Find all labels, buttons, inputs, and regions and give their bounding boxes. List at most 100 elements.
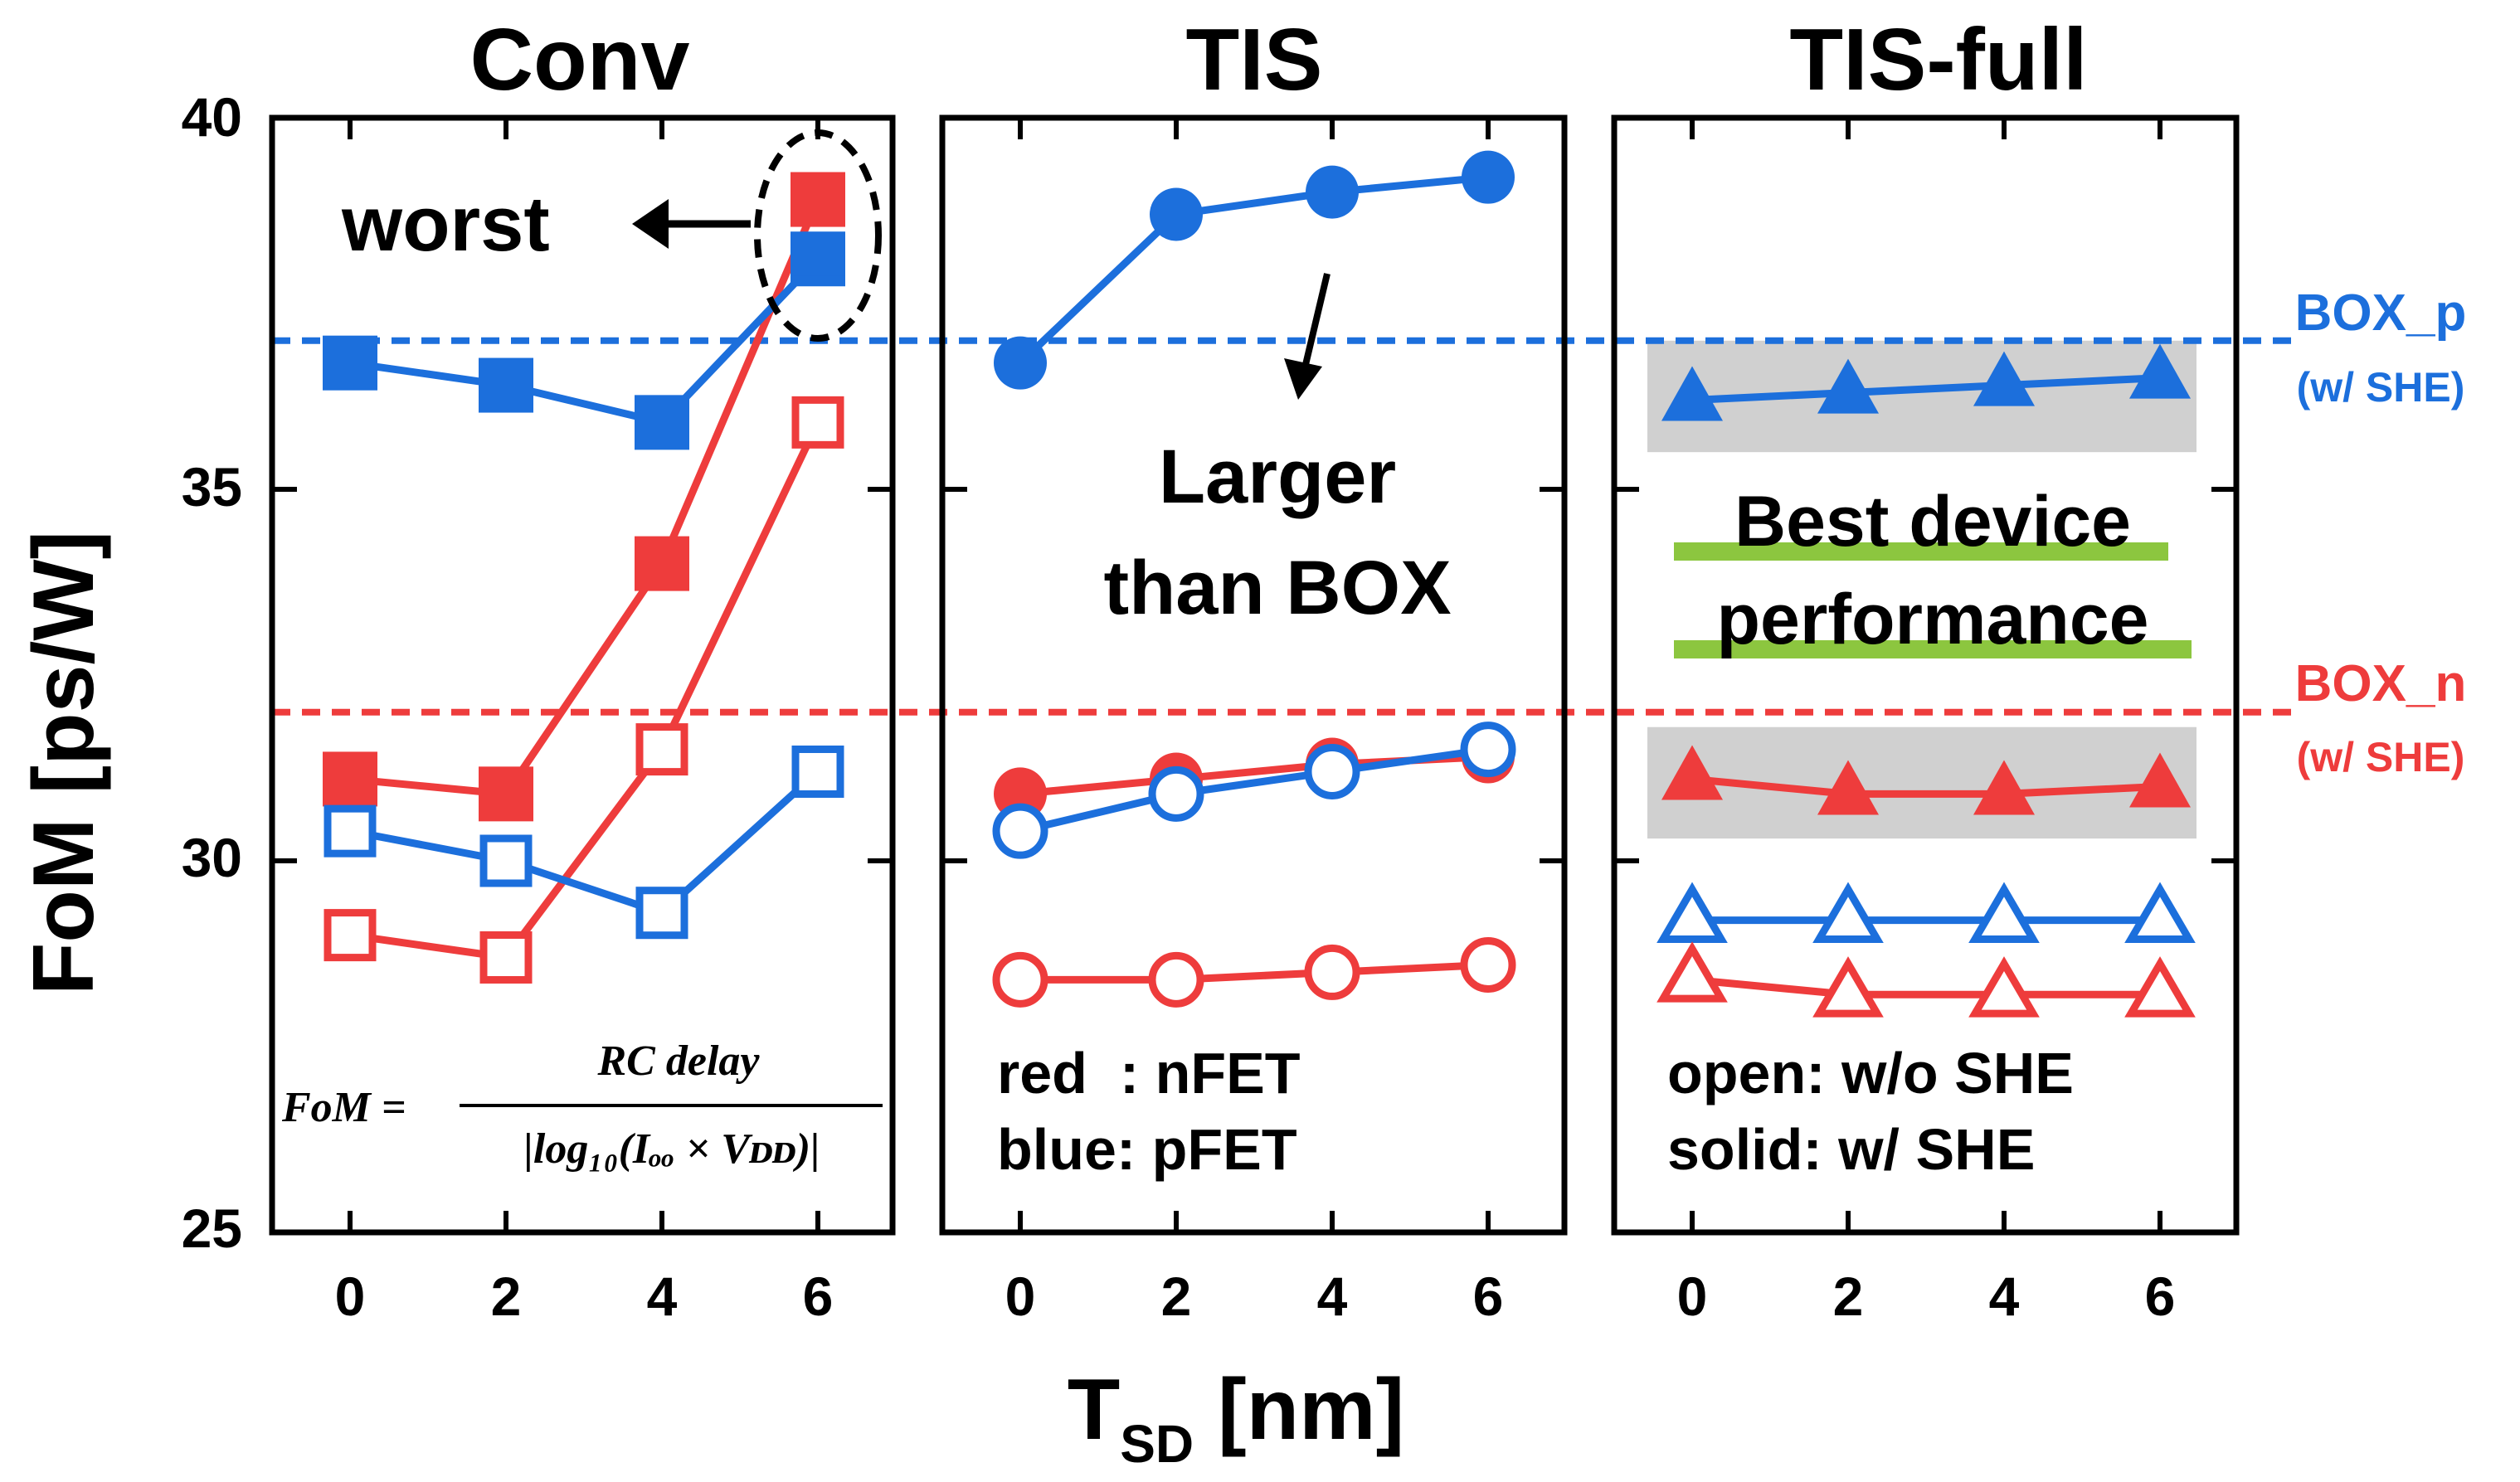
- data-point: [1460, 722, 1516, 778]
- legend-red-nfet: red : nFET: [997, 1041, 1301, 1105]
- series-line: [1020, 960, 1489, 984]
- x-axis-label: TSD [nm]: [1068, 1362, 1405, 1474]
- panel-frame-0: [269, 114, 896, 1236]
- data-point: [1661, 745, 1723, 800]
- box-p-label: BOX_p: [2295, 284, 2467, 342]
- worst-arrowhead: [632, 199, 669, 249]
- legend-solid-marker: solid: w/ SHE: [1667, 1117, 2035, 1182]
- data-point: [324, 909, 377, 962]
- data-point: [324, 804, 377, 858]
- panel-title-tis-full: TIS-full: [1789, 11, 2087, 109]
- box-p-sublabel: (w/ SHE): [2297, 364, 2465, 411]
- series-line: [1017, 173, 1489, 366]
- data-point: [1973, 760, 2035, 815]
- x-tick-label: 0: [1677, 1266, 1708, 1327]
- x-tick-label: 4: [647, 1266, 678, 1327]
- x-axis-label-main: T: [1068, 1362, 1121, 1458]
- data-point: [992, 951, 1048, 1008]
- data-point: [1968, 882, 2040, 943]
- data-point: [1817, 358, 1879, 414]
- series-line: [349, 420, 822, 961]
- x-axis-label-sub: SD: [1120, 1414, 1194, 1474]
- series-line: [1019, 746, 1489, 835]
- reference-lines: [272, 337, 2303, 716]
- data-point: [1306, 165, 1359, 219]
- data-point: [1812, 882, 1884, 943]
- series-pfet-w-she: [994, 150, 1515, 390]
- series-nfet-w-o-she: [324, 396, 844, 984]
- data-point: [2129, 752, 2191, 808]
- series-line: [1691, 374, 2161, 404]
- data-point: [323, 335, 377, 391]
- box-n-label: BOX_n: [2295, 655, 2467, 712]
- data-point: [1973, 351, 2035, 406]
- best-underline-1: [1674, 542, 2168, 561]
- series-nfet-w-she: [1661, 745, 2191, 815]
- series-nfet-w-o-she: [1656, 941, 2196, 1018]
- data-point: [1656, 882, 1728, 943]
- worst-label: worst: [341, 180, 550, 267]
- series-pfet-w-o-she: [992, 722, 1516, 859]
- series-nfet-w-she: [323, 172, 845, 822]
- x-tick-label: 2: [1161, 1266, 1192, 1327]
- data-point: [2124, 956, 2196, 1018]
- data-point: [1462, 150, 1515, 204]
- box-n-sublabel: (w/ SHE): [2297, 734, 2465, 780]
- panel-frames: 0 2 4 6 0 2 4 6 0 2 4 6: [269, 114, 2240, 1327]
- x-axis-label-unit: [nm]: [1194, 1362, 1404, 1458]
- panel-title-conv: Conv: [470, 11, 690, 109]
- data-point: [2124, 882, 2196, 943]
- data-point: [479, 357, 533, 413]
- series-line: [349, 197, 822, 798]
- worst-highlight-ellipse: [754, 129, 882, 342]
- fom-formula: FoM = RC delay |log₁₀(Iₒₒ × Vᴅᴅ)|: [281, 1037, 883, 1173]
- formula-numerator: RC delay: [597, 1037, 761, 1085]
- larger-arrowhead: [1284, 358, 1322, 400]
- y-tick-label: 25: [182, 1198, 242, 1259]
- x-tick-label: 6: [1473, 1266, 1504, 1327]
- data-series: [323, 150, 2196, 1018]
- larger-arrow: [1301, 273, 1331, 372]
- larger-than-box-line1: Larger: [1159, 435, 1396, 519]
- data-point: [1817, 760, 1879, 815]
- series-nfet-w-she: [994, 730, 1515, 821]
- data-point: [994, 336, 1047, 390]
- y-axis-label: FoM [ps/W]: [16, 531, 112, 995]
- panel-frame-1: [939, 114, 1568, 1236]
- data-point: [1304, 743, 1360, 799]
- series-pfet-w-o-she: [324, 745, 844, 940]
- data-point: [1148, 951, 1204, 1008]
- series-pfet-w-she: [1661, 343, 2191, 421]
- data-point: [791, 745, 844, 798]
- data-point: [1656, 941, 1728, 1003]
- data-point: [791, 396, 844, 449]
- x-tick-label: 2: [491, 1266, 522, 1327]
- series-line: [1691, 975, 2160, 999]
- y-tick-label: 35: [182, 456, 242, 517]
- data-point: [1150, 187, 1203, 241]
- x-tick-label: 4: [1989, 1266, 2020, 1327]
- series-line: [349, 256, 821, 426]
- y-tick-label: 30: [182, 827, 242, 888]
- x-tick-label: 2: [1833, 1266, 1864, 1327]
- legend-blue-pfet: blue: pFET: [997, 1117, 1297, 1182]
- best-device-line1: Best device: [1734, 482, 2131, 561]
- series-line: [1691, 775, 2161, 798]
- y-tick-label: 40: [182, 86, 242, 148]
- data-point: [635, 887, 688, 940]
- larger-than-box-line2: than BOX: [1103, 546, 1451, 630]
- data-point: [1304, 944, 1360, 1000]
- data-point: [479, 766, 533, 822]
- worst-marker-top: [791, 172, 845, 200]
- series-nfet-w-o-she: [992, 936, 1516, 1008]
- x-tick-label: 4: [1317, 1266, 1348, 1327]
- data-point: [635, 723, 688, 776]
- data-point: [1812, 956, 1884, 1018]
- formula-denominator: |log₁₀(Iₒₒ × Vᴅᴅ)|: [523, 1125, 820, 1173]
- worst-marker-bottom: [791, 242, 845, 276]
- data-point: [992, 803, 1048, 859]
- shaded-bands: [1647, 340, 2196, 839]
- panel-frame-2: [1611, 114, 2240, 1236]
- data-point: [1661, 366, 1723, 421]
